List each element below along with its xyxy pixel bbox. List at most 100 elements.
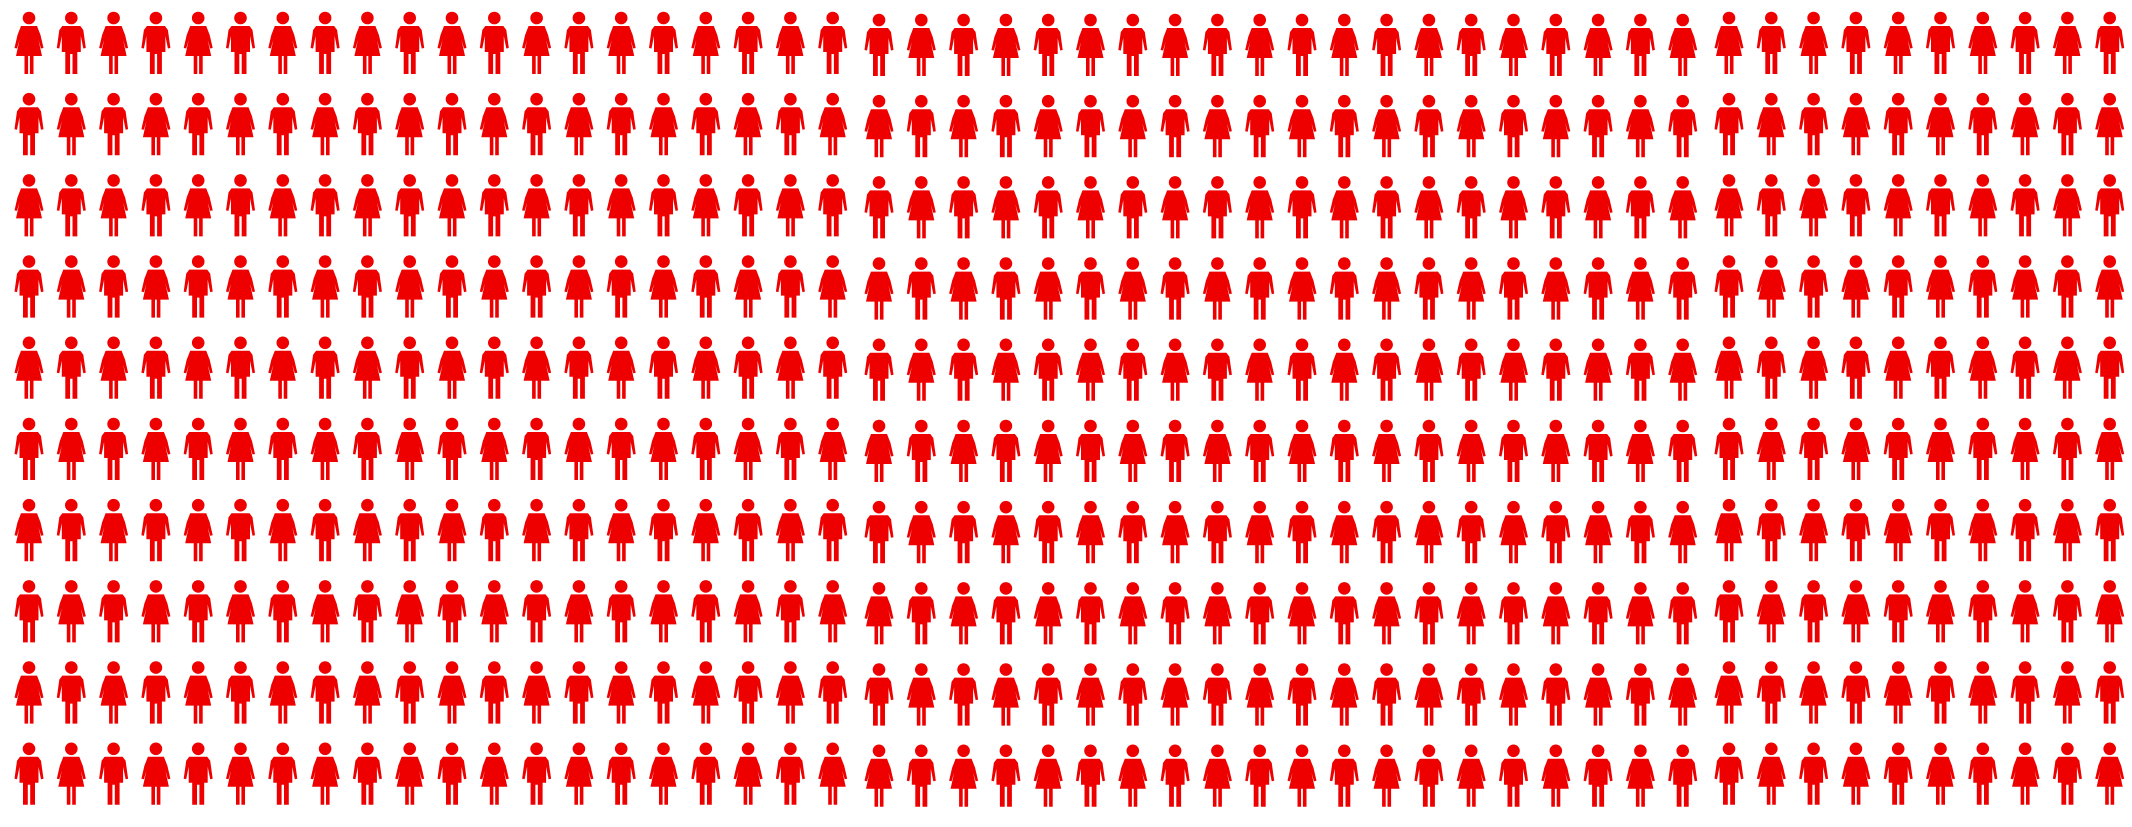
person-icon <box>949 582 979 645</box>
person-icon <box>691 174 721 237</box>
person-icon <box>1625 663 1655 726</box>
person-icon <box>1372 176 1402 239</box>
person-icon <box>1033 338 1063 401</box>
person-icon <box>1799 417 1829 480</box>
person-icon <box>2095 92 2125 156</box>
person-icon <box>1118 176 1148 239</box>
person-icon <box>1625 13 1655 76</box>
person-icon <box>226 661 255 724</box>
person-icon <box>1799 742 1829 805</box>
person-icon <box>437 742 467 805</box>
person-icon <box>1202 338 1232 401</box>
person-icon <box>949 94 979 158</box>
person-icon <box>733 742 763 805</box>
person-icon <box>1202 582 1232 645</box>
person-icon <box>1756 417 1786 480</box>
person-icon <box>606 174 636 237</box>
person-icon <box>606 580 636 643</box>
person-icon <box>2095 255 2125 318</box>
person-icon <box>1841 661 1871 724</box>
person-icon <box>1329 176 1359 239</box>
person-icon <box>56 417 86 480</box>
person-icon <box>2010 92 2040 156</box>
person-icon <box>141 255 171 318</box>
person-icon <box>1883 580 1913 643</box>
person-icon <box>1160 176 1190 239</box>
person-icon <box>183 255 213 318</box>
person-icon <box>991 419 1021 482</box>
person-icon <box>1287 419 1317 482</box>
person-icon <box>183 11 213 74</box>
person-icon <box>268 255 298 318</box>
person-icon <box>310 255 340 318</box>
person-icon <box>1625 500 1655 564</box>
person-icon <box>14 742 44 805</box>
person-icon <box>1414 94 1444 158</box>
person-icon <box>1033 419 1063 482</box>
person-icon <box>1456 176 1486 239</box>
person-icon <box>1799 336 1829 399</box>
person-icon <box>1456 13 1486 76</box>
person-icon <box>1245 663 1275 726</box>
person-icon <box>906 338 936 401</box>
person-icon <box>1968 255 1998 318</box>
person-icon <box>99 255 129 318</box>
person-icon <box>1329 338 1359 401</box>
person-icon <box>226 417 255 480</box>
person-icon <box>14 498 44 562</box>
person-icon <box>2010 174 2040 237</box>
person-icon <box>395 661 425 724</box>
person-icon <box>949 13 979 76</box>
person-icon <box>864 176 894 239</box>
person-icon <box>437 174 467 237</box>
person-icon <box>2095 417 2125 480</box>
person-icon <box>1329 744 1359 807</box>
person-icon <box>2052 580 2082 643</box>
person-icon <box>14 661 44 724</box>
person-icon <box>437 11 467 74</box>
person-icon <box>564 580 594 643</box>
person-icon <box>1756 580 1786 643</box>
person-icon <box>1668 744 1698 807</box>
person-icon <box>906 744 936 807</box>
person-icon <box>56 742 86 805</box>
person-icon <box>56 336 86 399</box>
person-icon <box>479 580 509 643</box>
person-icon <box>1160 744 1190 807</box>
person-icon <box>1583 419 1613 482</box>
person-icon <box>733 417 763 480</box>
person-icon <box>1926 174 1955 237</box>
person-icon <box>1625 257 1655 320</box>
person-icon <box>395 417 425 480</box>
person-icon <box>1499 582 1528 645</box>
person-icon <box>99 580 129 643</box>
person-icon <box>1841 580 1871 643</box>
person-icon <box>1118 500 1148 564</box>
person-icon <box>1968 742 1998 805</box>
person-icon <box>564 255 594 318</box>
person-icon <box>479 742 509 805</box>
person-icon <box>1076 582 1105 645</box>
person-icon <box>1287 663 1317 726</box>
person-icon <box>1968 11 1998 74</box>
person-icon <box>1076 257 1105 320</box>
person-icon <box>649 11 678 74</box>
person-icon <box>606 92 636 156</box>
person-icon <box>183 336 213 399</box>
person-icon <box>1372 13 1402 76</box>
person-icon <box>691 661 721 724</box>
person-icon <box>691 498 721 562</box>
person-icon <box>1287 13 1317 76</box>
person-icon <box>1668 582 1698 645</box>
person-icon <box>1456 419 1486 482</box>
person-icon <box>1372 744 1402 807</box>
person-icon <box>479 661 509 724</box>
person-icon <box>1583 744 1613 807</box>
person-icon <box>352 336 382 399</box>
person-icon <box>310 661 340 724</box>
person-icon <box>1668 419 1698 482</box>
person-icon <box>141 11 171 74</box>
person-icon <box>226 174 255 237</box>
person-icon <box>56 661 86 724</box>
